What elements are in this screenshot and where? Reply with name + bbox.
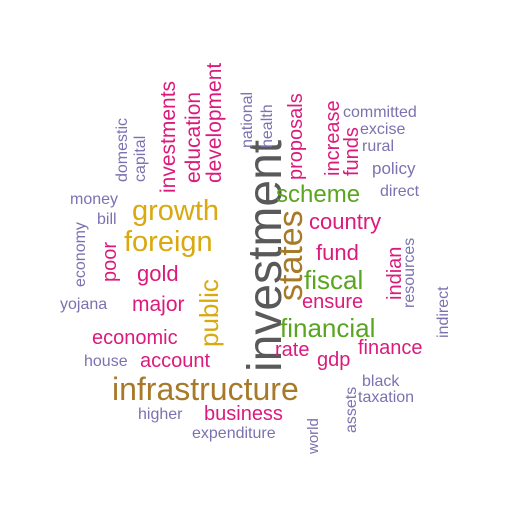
word-resources: resources [401,237,418,308]
word-gdp: gdp [317,349,351,371]
word-ensure: ensure [302,291,364,313]
word-health: health [259,104,276,148]
word-yojana: yojana [60,296,108,313]
word-foreign: foreign [124,226,213,258]
word-taxation: taxation [358,389,415,406]
word-capital: capital [132,135,149,182]
word-increase: increase [322,100,344,176]
word-fund: fund [316,240,359,265]
word-investments: investments [157,80,180,193]
word-infrastructure: infrastructure [112,371,299,407]
word-rural: rural [362,138,395,155]
word-higher: higher [138,406,183,423]
word-domestic: domestic [114,117,131,182]
word-public: public [194,279,224,347]
word-poor: poor [99,241,121,282]
word-proposals: proposals [285,93,307,180]
word-states: states [272,210,310,301]
word-fiscal: fiscal [304,265,364,295]
word-committed: committed [343,104,417,121]
word-bill: bill [97,211,117,228]
word-scheme: scheme [276,181,361,208]
word-economic: economic [92,327,178,349]
word-expenditure: expenditure [192,425,276,442]
word-money: money [70,191,119,208]
word-development: development [203,62,226,183]
word-education: education [182,91,205,183]
word-financial: financial [280,313,376,343]
word-growth: growth [132,195,220,227]
word-rate: rate [275,339,310,361]
word-major: major [132,293,185,316]
word-account: account [140,350,211,372]
word-black: black [362,373,400,390]
word-country: country [309,209,382,234]
word-economy: economy [72,222,89,287]
word-direct: direct [380,183,420,200]
word-world: world [305,418,322,454]
word-indirect: indirect [435,286,452,338]
word-excise: excise [360,121,406,138]
word-policy: policy [372,159,416,178]
word-national: national [239,91,256,148]
word-finance: finance [358,337,423,359]
word-funds: funds [341,127,363,176]
word-gold: gold [137,261,179,286]
word-house: house [84,353,128,370]
word-business: business [204,403,283,425]
word-assets: assets [343,386,360,433]
